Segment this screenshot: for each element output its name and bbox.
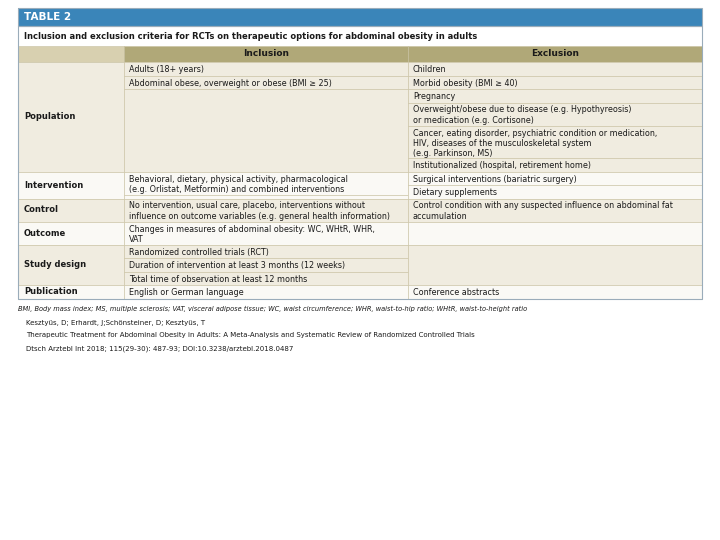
Text: Inclusion: Inclusion <box>243 50 289 58</box>
Text: Control condition with any suspected influence on abdominal fat
accumulation: Control condition with any suspected inf… <box>413 201 672 221</box>
Bar <box>18 221 124 245</box>
Text: Children: Children <box>413 65 446 74</box>
Bar <box>408 185 702 199</box>
Text: Behavioral, dietary, physical activity, pharmacological
(e.g. Orlistat, Metformi: Behavioral, dietary, physical activity, … <box>129 174 348 194</box>
Text: Outcome: Outcome <box>24 228 66 238</box>
Bar <box>408 125 702 158</box>
Bar <box>124 221 408 245</box>
Bar <box>18 245 124 285</box>
Text: Changes in measures of abdominal obesity: WC, WHtR, WHR,
VAT: Changes in measures of abdominal obesity… <box>129 225 375 244</box>
Bar <box>408 172 702 185</box>
Bar <box>408 62 702 76</box>
Bar <box>18 285 124 299</box>
Bar <box>408 103 702 125</box>
Text: Intervention: Intervention <box>24 180 84 190</box>
Bar <box>18 199 124 221</box>
Bar <box>124 194 408 199</box>
Bar <box>18 26 702 299</box>
Text: Randomized controlled trials (RCT): Randomized controlled trials (RCT) <box>129 247 269 256</box>
Bar <box>124 46 408 62</box>
Text: Adults (18+ years): Adults (18+ years) <box>129 65 204 74</box>
Text: Pregnancy: Pregnancy <box>413 92 455 101</box>
Text: Study design: Study design <box>24 260 86 269</box>
Text: No intervention, usual care, placebo, interventions without
influence on outcome: No intervention, usual care, placebo, in… <box>129 201 390 221</box>
Text: Dietary supplements: Dietary supplements <box>413 188 497 197</box>
Text: BMI, Body mass index; MS, multiple sclerosis; VAT, visceral adipose tissue; WC, : BMI, Body mass index; MS, multiple scler… <box>18 306 527 312</box>
Bar <box>408 221 702 245</box>
Bar <box>408 76 702 89</box>
Bar <box>124 258 408 272</box>
Bar <box>124 62 408 76</box>
Bar <box>408 285 702 299</box>
Bar <box>408 89 702 103</box>
Bar <box>408 46 702 62</box>
Text: Therapeutic Treatment for Abdominal Obesity in Adults: A Meta-Analysis and Syste: Therapeutic Treatment for Abdominal Obes… <box>26 333 474 339</box>
Bar <box>18 8 702 26</box>
Bar <box>124 272 408 285</box>
Text: Inclusion and exclusion criteria for RCTs on therapeutic options for abdominal o: Inclusion and exclusion criteria for RCT… <box>24 32 477 41</box>
Bar <box>124 245 408 258</box>
Bar <box>18 172 124 199</box>
Bar <box>18 46 124 62</box>
Bar <box>124 89 408 172</box>
Text: TABLE 2: TABLE 2 <box>24 12 71 23</box>
Text: Population: Population <box>24 112 76 122</box>
Text: Publication: Publication <box>24 287 78 296</box>
Text: Institutionalized (hospital, retirement home): Institutionalized (hospital, retirement … <box>413 161 591 170</box>
Bar <box>18 26 702 46</box>
Bar <box>408 199 702 221</box>
Bar <box>124 172 408 194</box>
Text: Conference abstracts: Conference abstracts <box>413 288 499 297</box>
Text: Dtsch Arztebl Int 2018; 115(29-30): 487-93; DOI:10.3238/arztebl.2018.0487: Dtsch Arztebl Int 2018; 115(29-30): 487-… <box>26 346 293 352</box>
Text: Cancer, eating disorder, psychiatric condition or medication,
HIV, diseases of t: Cancer, eating disorder, psychiatric con… <box>413 129 657 158</box>
Text: Surgical interventions (bariatric surgery): Surgical interventions (bariatric surger… <box>413 174 577 184</box>
Bar <box>124 76 408 89</box>
Text: Total time of observation at least 12 months: Total time of observation at least 12 mo… <box>129 274 307 284</box>
Text: Overweight/obese due to disease (e.g. Hypothyreosis)
or medication (e.g. Cortiso: Overweight/obese due to disease (e.g. Hy… <box>413 105 631 125</box>
Text: English or German language: English or German language <box>129 288 243 297</box>
Text: Duration of intervention at least 3 months (12 weeks): Duration of intervention at least 3 mont… <box>129 261 345 270</box>
Bar <box>408 158 702 172</box>
Bar <box>408 245 702 285</box>
Text: Exclusion: Exclusion <box>531 50 579 58</box>
Text: Abdominal obese, overweight or obese (BMI ≥ 25): Abdominal obese, overweight or obese (BM… <box>129 78 332 87</box>
Bar <box>124 199 408 221</box>
Text: Kesztyüs, D; Erhardt, J;Schönsteiner, D; Kesztyüs, T: Kesztyüs, D; Erhardt, J;Schönsteiner, D;… <box>26 320 205 326</box>
Bar <box>124 285 408 299</box>
Bar <box>18 8 702 26</box>
Text: Control: Control <box>24 206 59 214</box>
Bar <box>18 62 124 172</box>
Text: Morbid obesity (BMI ≥ 40): Morbid obesity (BMI ≥ 40) <box>413 78 518 87</box>
